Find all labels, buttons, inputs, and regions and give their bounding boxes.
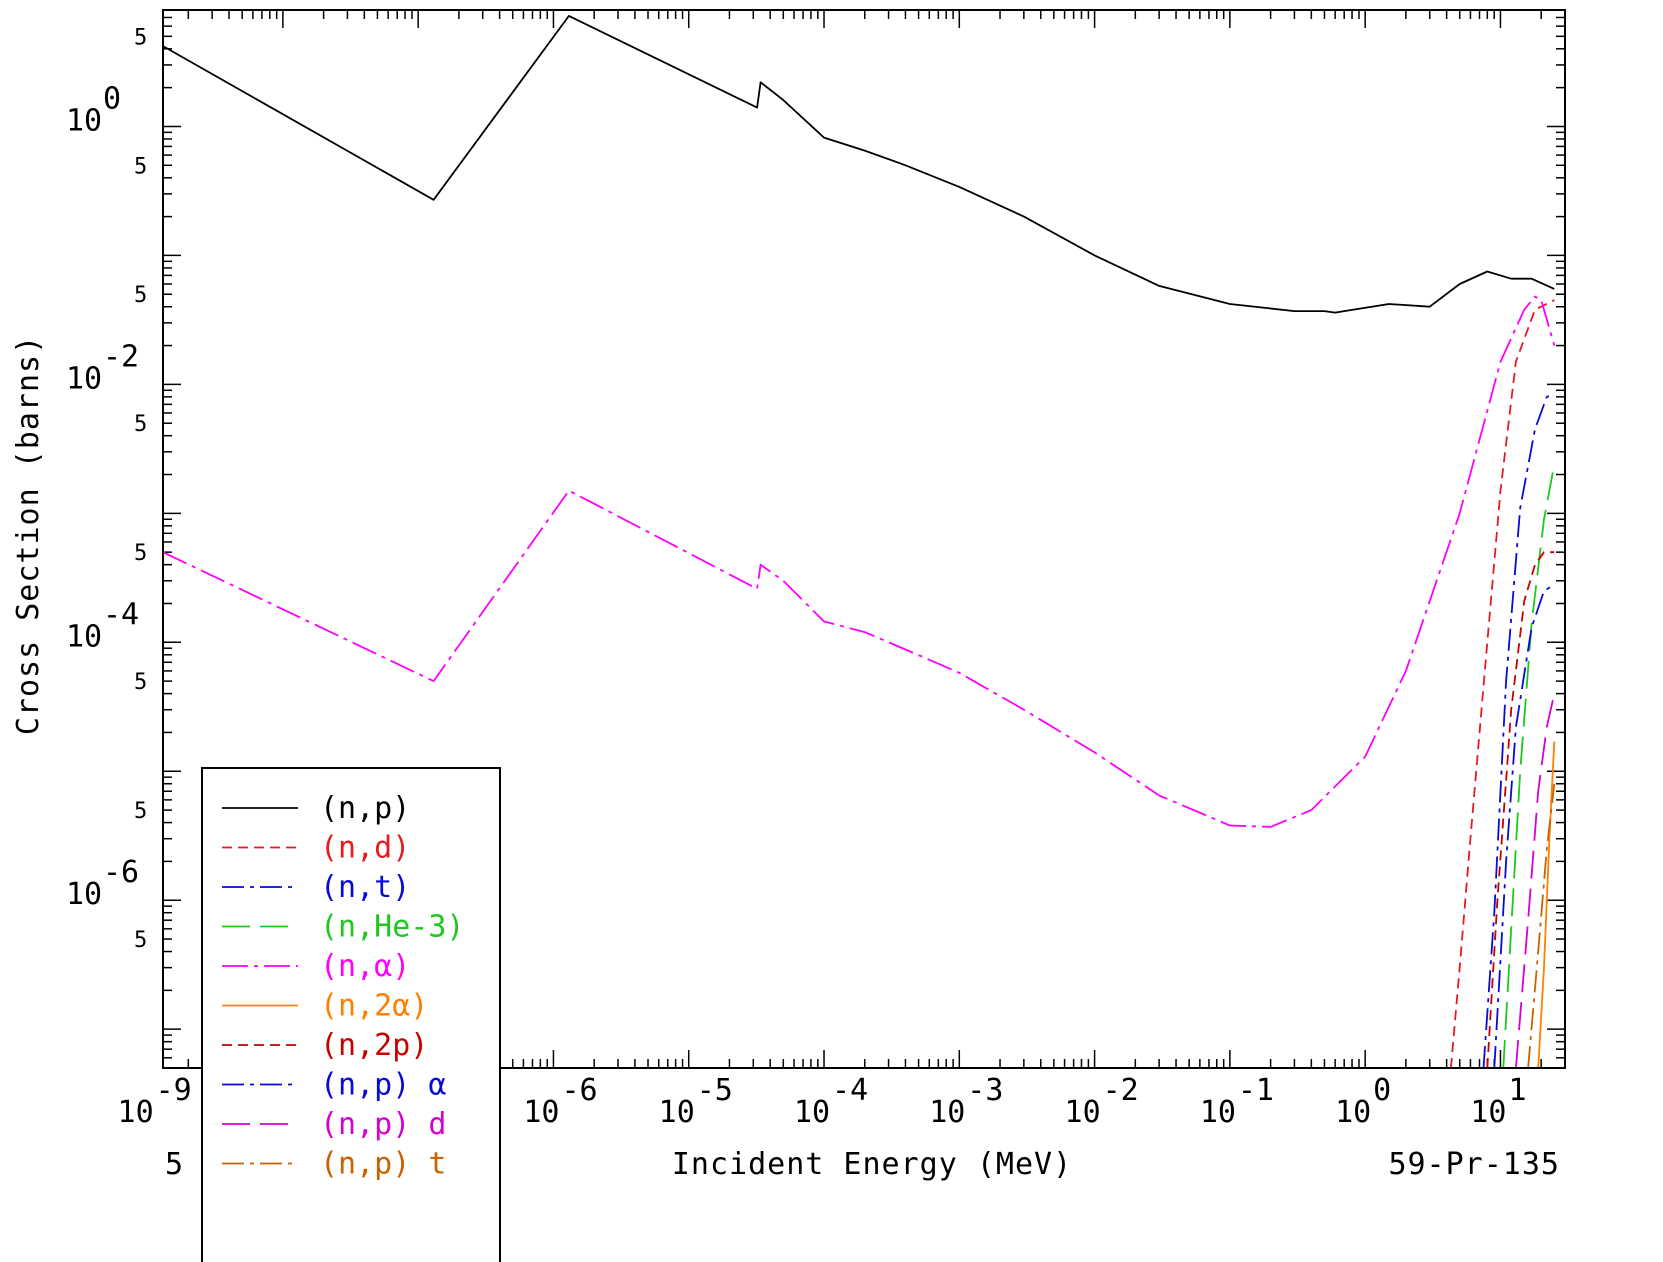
y-tick-exponent: -6 — [103, 855, 139, 890]
y-minor-tick-label: 5 — [134, 283, 147, 308]
x-tick-label: 10 — [118, 1095, 154, 1130]
y-minor-tick-label: 5 — [134, 670, 147, 695]
y-tick-label: 10 — [66, 103, 102, 138]
legend-label-5: (n,2α) — [320, 989, 428, 1024]
series-line-5 — [1537, 741, 1556, 1068]
x-tick-label: 10 — [794, 1095, 830, 1130]
x-tick-label: 10 — [1065, 1095, 1101, 1130]
y-tick-label: 10 — [66, 361, 102, 396]
x-tick-exponent: -5 — [697, 1073, 733, 1108]
series-line-8 — [1515, 693, 1556, 1068]
y-tick-exponent: 0 — [103, 81, 121, 116]
plot-frame — [162, 9, 1566, 1069]
y-minor-tick-label: 5 — [134, 154, 147, 179]
x-tick-label: 10 — [523, 1095, 559, 1130]
x-tick-exponent: -3 — [967, 1073, 1003, 1108]
x-tick-label: 10 — [929, 1095, 965, 1130]
legend-label-0: (n,p) — [320, 791, 410, 826]
series-line-4 — [163, 295, 1556, 828]
legend-label-9: (n,p) t — [320, 1147, 446, 1182]
legend: (n,p) (n,d) (n,t) (n,He-3) (n,α) (n,2α) (n,2p)… — [201, 767, 501, 1262]
series-line-0 — [163, 15, 1555, 314]
series-line-9 — [1527, 783, 1556, 1068]
isotope-label: 59-Pr-135 — [1388, 1147, 1560, 1182]
series-line-3 — [1502, 464, 1556, 1068]
y-tick-exponent: -2 — [103, 339, 139, 374]
series-line-2 — [1482, 392, 1555, 1068]
x-tick-exponent: -4 — [832, 1073, 868, 1108]
y-minor-tick-label: 5 — [134, 25, 147, 50]
y-minor-tick-label: 5 — [134, 412, 147, 437]
legend-label-1: (n,d) — [320, 831, 410, 866]
legend-label-7: (n,p) α — [320, 1068, 446, 1103]
x-tick-exponent: -9 — [156, 1073, 192, 1108]
series-layer — [163, 15, 1556, 1068]
series-line-1 — [1450, 299, 1555, 1068]
x-tick-exponent: -1 — [1238, 1073, 1274, 1108]
series-line-7 — [1493, 583, 1555, 1068]
legend-label-4: (n,α) — [320, 949, 410, 984]
x-tick-exponent: -6 — [561, 1073, 597, 1108]
y-minor-tick-label: 5 — [134, 799, 147, 824]
x-tick-label: 10 — [1200, 1095, 1236, 1130]
x-tick-label: 10 — [1470, 1095, 1506, 1130]
x-tick-label: 10 — [1335, 1095, 1371, 1130]
legend-label-6: (n,2p) — [320, 1028, 428, 1063]
legend-label-8: (n,p) d — [320, 1107, 446, 1142]
corner-tick-label: 5 — [165, 1147, 184, 1182]
series-line-6 — [1486, 551, 1555, 1068]
legend-box — [201, 767, 501, 1262]
y-tick-label: 10 — [66, 877, 102, 912]
x-axis-label: Incident Energy (MeV) — [672, 1147, 1072, 1182]
y-axis-label: Cross Section (barns) — [11, 335, 46, 735]
y-tick-exponent: -4 — [103, 597, 139, 632]
x-tick-label: 10 — [659, 1095, 695, 1130]
x-tick-exponent: 0 — [1373, 1073, 1391, 1108]
y-tick-label: 10 — [66, 619, 102, 654]
legend-label-2: (n,t) — [320, 870, 410, 905]
y-minor-tick-label: 5 — [134, 928, 147, 953]
y-minor-tick-label: 5 — [134, 541, 147, 566]
legend-label-3: (n,He-3) — [320, 910, 465, 945]
x-tick-exponent: 1 — [1508, 1073, 1526, 1108]
x-tick-exponent: -2 — [1103, 1073, 1139, 1108]
